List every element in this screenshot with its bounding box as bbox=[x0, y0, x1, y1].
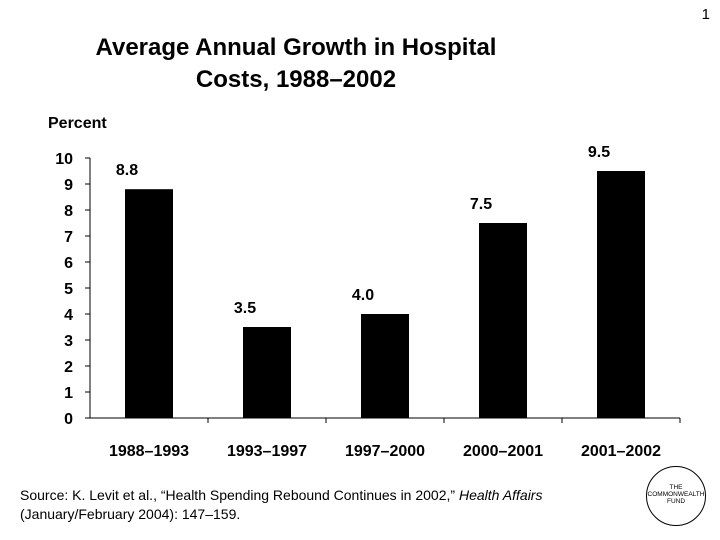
y-tick-label: 0 bbox=[64, 411, 73, 428]
x-tick-label: 2000–2001 bbox=[463, 443, 543, 460]
logo-line-1: THE bbox=[669, 484, 683, 491]
bar-chart: Percent 0 1 2 3 4 5 6 7 8 9 10 8.8 1988–1993 3.5 1993–1… bbox=[48, 115, 681, 460]
logo-line-2: COMMONWEALTH bbox=[647, 491, 705, 498]
logo-line-3: FUND bbox=[666, 498, 686, 505]
y-tick-label: 8 bbox=[64, 203, 73, 220]
x-tick-label: 1997–2000 bbox=[345, 443, 425, 460]
source-journal: Health Affairs bbox=[458, 487, 543, 503]
y-tick-label: 3 bbox=[64, 333, 73, 350]
bar-value-label: 8.8 bbox=[116, 162, 138, 179]
x-tick-label: 1988–1993 bbox=[109, 443, 189, 460]
bar-value-label: 4.0 bbox=[352, 287, 374, 304]
chart-title-line-1: Average Annual Growth in Hospital bbox=[95, 34, 497, 61]
y-tick-label: 9 bbox=[64, 177, 73, 194]
bar bbox=[479, 223, 527, 418]
x-tick-label: 1993–1997 bbox=[227, 443, 307, 460]
bar bbox=[125, 189, 173, 418]
y-tick-label: 5 bbox=[64, 281, 73, 298]
bar-value-label: 3.5 bbox=[234, 300, 256, 317]
page-number: 1 bbox=[701, 6, 710, 23]
y-tick-label: 10 bbox=[55, 151, 73, 168]
bar-value-label: 7.5 bbox=[470, 196, 492, 213]
bar bbox=[361, 314, 409, 418]
source-prefix: Source: K. Levit et al., “Health Spendin… bbox=[20, 487, 459, 503]
bar bbox=[597, 171, 645, 418]
chart-title: Average Annual Growth in Hospital Costs,… bbox=[0, 32, 636, 96]
source-note: Source: K. Levit et al., “Health Spendin… bbox=[20, 486, 630, 524]
bar-value-label: 9.5 bbox=[588, 144, 610, 161]
x-tick-label: 2001–2002 bbox=[581, 443, 661, 460]
y-axis-label: Percent bbox=[48, 115, 107, 132]
bar bbox=[243, 327, 291, 418]
y-tick-label: 4 bbox=[64, 307, 73, 324]
chart-title-line-2: Costs, 1988–2002 bbox=[195, 66, 397, 93]
source-suffix: (January/February 2004): 147–159. bbox=[20, 506, 241, 522]
y-tick-label: 7 bbox=[64, 229, 73, 246]
commonwealth-fund-logo: THE COMMONWEALTH FUND bbox=[646, 466, 706, 526]
y-tick-label: 2 bbox=[64, 359, 73, 376]
y-tick-label: 1 bbox=[64, 385, 73, 402]
y-tick-label: 6 bbox=[64, 255, 73, 272]
